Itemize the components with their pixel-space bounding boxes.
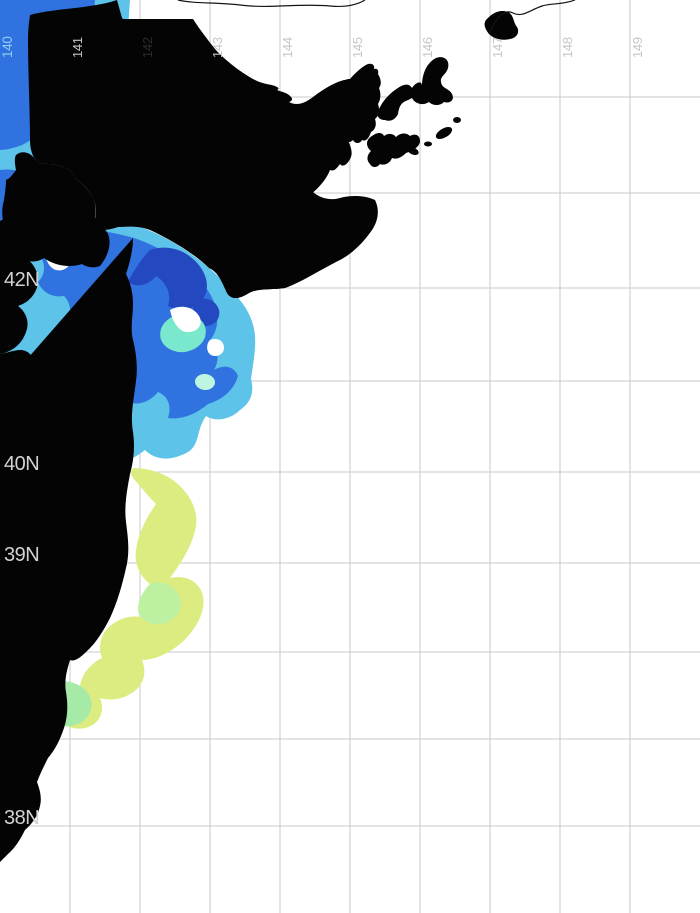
svg-text:40N: 40N — [4, 453, 39, 475]
svg-text:144: 144 — [280, 37, 295, 58]
svg-text:140: 140 — [0, 36, 15, 58]
svg-text:149: 149 — [630, 37, 645, 58]
svg-text:39N: 39N — [4, 544, 39, 566]
svg-text:148: 148 — [560, 37, 575, 58]
svg-text:38N: 38N — [4, 807, 39, 829]
svg-text:141: 141 — [70, 37, 85, 58]
svg-text:143: 143 — [210, 37, 225, 58]
svg-text:42N: 42N — [4, 269, 39, 291]
svg-text:145: 145 — [350, 37, 365, 58]
svg-text:147: 147 — [490, 37, 505, 58]
svg-text:146: 146 — [420, 37, 435, 58]
svg-text:142: 142 — [140, 37, 155, 58]
